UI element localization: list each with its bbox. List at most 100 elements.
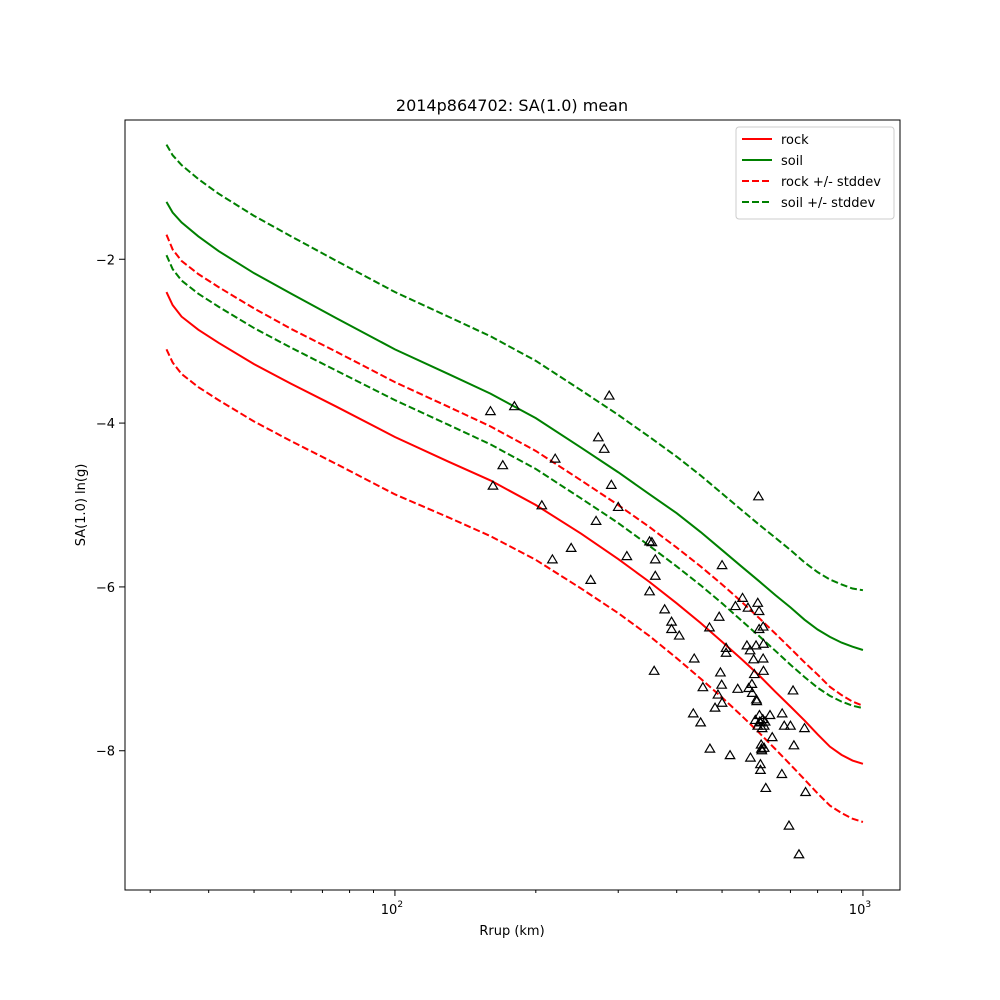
observation-point-61	[753, 623, 765, 634]
observation-point-73	[757, 620, 769, 631]
observation-point-88	[787, 684, 799, 695]
observation-point-89	[788, 739, 800, 750]
observation-point-36	[715, 679, 728, 689]
observation-point-0	[484, 405, 497, 416]
observation-point-51	[746, 687, 759, 698]
observation-point-44	[736, 592, 749, 602]
observation-point-6	[546, 553, 559, 564]
y-tick-label-2: −6	[96, 581, 115, 596]
observation-point-92	[798, 722, 811, 733]
observation-point-42	[729, 600, 742, 611]
observation-point-19	[649, 553, 662, 564]
observation-point-32	[709, 701, 721, 712]
observation-point-18	[646, 536, 658, 547]
observation-point-29	[694, 716, 707, 727]
series-line-2	[165, 234, 864, 707]
y-tick-label-3: −8	[96, 745, 115, 760]
observation-point-57	[750, 695, 763, 706]
observation-layer	[484, 389, 812, 859]
observation-point-86	[783, 819, 795, 830]
x-axis-label: Rrup (km)	[479, 924, 544, 939]
observation-point-76	[757, 638, 770, 648]
observation-point-45	[741, 639, 753, 650]
x-tick-label-1: 103	[849, 900, 871, 918]
observation-point-62	[753, 605, 765, 616]
observation-point-78	[758, 742, 770, 752]
chart-title: 2014p864702: SA(1.0) mean	[396, 96, 628, 115]
observation-point-8	[584, 574, 597, 584]
legend-box	[735, 126, 895, 220]
observation-point-7	[565, 542, 577, 553]
observation-point-39	[720, 642, 732, 652]
x-axis: 102 103	[149, 890, 871, 918]
observation-point-22	[658, 603, 671, 614]
observation-point-11	[598, 443, 611, 453]
y-tick-label-0: −2	[96, 253, 115, 268]
observation-point-1	[508, 400, 521, 411]
observation-point-74	[757, 652, 769, 663]
observation-point-33	[712, 688, 724, 699]
observation-point-31	[704, 742, 716, 753]
observation-point-46	[742, 602, 754, 612]
observation-point-16	[643, 585, 656, 596]
observation-point-2	[487, 479, 499, 490]
observation-point-10	[592, 431, 605, 442]
observation-point-67	[754, 764, 767, 775]
series-line-4	[165, 144, 864, 592]
observation-point-41	[724, 749, 736, 760]
observation-point-28	[697, 681, 709, 692]
observation-point-3	[496, 459, 509, 470]
y-axis-label: SA(1.0) ln(g)	[74, 464, 89, 547]
series-line-0	[165, 291, 864, 765]
observation-point-9	[590, 515, 602, 525]
y-tick-label-1: −4	[96, 417, 115, 432]
observation-point-84	[776, 707, 788, 718]
series-line-3	[165, 348, 864, 823]
legend-label-1: soil	[781, 154, 803, 169]
observation-point-12	[603, 389, 616, 400]
observation-point-83	[776, 768, 788, 779]
observation-point-38	[716, 559, 728, 570]
observation-point-81	[764, 709, 776, 720]
plot-background	[125, 120, 900, 890]
plot-area	[124, 119, 901, 891]
observation-point-60	[752, 490, 765, 501]
observation-point-53	[748, 668, 761, 679]
observation-point-80	[759, 782, 772, 793]
observation-point-48	[744, 644, 756, 655]
series-layer	[165, 144, 864, 823]
observation-point-59	[751, 597, 764, 607]
observation-point-25	[673, 629, 686, 640]
observation-point-13	[605, 479, 618, 489]
observation-point-82	[766, 731, 779, 742]
observation-point-87	[784, 719, 797, 730]
observation-point-20	[649, 570, 662, 580]
series-line-5	[165, 254, 864, 710]
observation-point-70	[756, 744, 768, 755]
observation-point-15	[621, 550, 633, 561]
observation-point-91	[799, 786, 812, 797]
observation-point-17	[643, 535, 656, 546]
observation-point-90	[793, 848, 805, 859]
observation-point-52	[747, 653, 760, 664]
observation-point-75	[757, 665, 770, 675]
y-axis: −2 −4 −6 −8	[96, 253, 125, 760]
observation-point-85	[778, 719, 791, 730]
observation-point-79	[759, 715, 771, 726]
observation-point-34	[713, 611, 725, 621]
observation-point-27	[687, 707, 700, 718]
observation-point-40	[720, 647, 732, 657]
legend-label-2: rock +/- stddev	[781, 175, 881, 190]
legend: rock soil rock +/- stddev soil +/- stddev	[735, 126, 895, 220]
legend-label-3: soil +/- stddev	[781, 196, 876, 211]
observation-point-35	[714, 666, 727, 677]
observation-point-37	[716, 697, 728, 707]
observation-point-49	[744, 751, 757, 762]
observation-point-30	[703, 621, 716, 632]
legend-label-0: rock	[781, 133, 809, 148]
observation-point-24	[665, 623, 678, 634]
plot-frame	[124, 119, 901, 891]
observation-point-43	[731, 683, 744, 693]
x-tick-label-0: 102	[381, 900, 403, 918]
